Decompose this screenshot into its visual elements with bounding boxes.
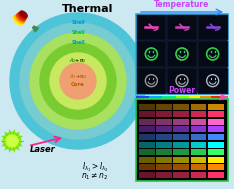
Ellipse shape [12, 16, 24, 26]
FancyBboxPatch shape [191, 149, 206, 155]
FancyBboxPatch shape [156, 172, 172, 178]
FancyBboxPatch shape [156, 164, 172, 170]
FancyBboxPatch shape [208, 157, 223, 163]
FancyBboxPatch shape [198, 68, 227, 94]
Text: $n_1 \neq n_2$: $n_1 \neq n_2$ [81, 172, 109, 182]
FancyBboxPatch shape [198, 41, 227, 67]
FancyBboxPatch shape [191, 119, 206, 125]
FancyBboxPatch shape [167, 15, 197, 40]
FancyBboxPatch shape [139, 119, 155, 125]
FancyBboxPatch shape [167, 68, 197, 94]
Ellipse shape [19, 10, 28, 18]
Ellipse shape [16, 13, 26, 22]
Text: $A_2$+n$_2$: $A_2$+n$_2$ [69, 57, 87, 65]
FancyBboxPatch shape [156, 119, 172, 125]
Text: Shell: Shell [71, 19, 85, 25]
FancyBboxPatch shape [139, 172, 155, 178]
FancyBboxPatch shape [173, 164, 189, 170]
FancyBboxPatch shape [139, 134, 155, 140]
Text: Core: Core [71, 83, 85, 88]
Circle shape [3, 132, 21, 150]
FancyBboxPatch shape [208, 126, 223, 132]
Text: Shell: Shell [71, 40, 85, 46]
FancyBboxPatch shape [139, 149, 155, 155]
FancyBboxPatch shape [191, 126, 206, 132]
FancyBboxPatch shape [173, 149, 189, 155]
FancyBboxPatch shape [173, 134, 189, 140]
Circle shape [60, 63, 96, 99]
Text: Power: Power [168, 86, 196, 95]
FancyBboxPatch shape [139, 111, 155, 117]
Circle shape [20, 23, 136, 139]
Text: Temperature: Temperature [154, 0, 210, 9]
FancyBboxPatch shape [173, 172, 189, 178]
FancyBboxPatch shape [208, 134, 223, 140]
FancyBboxPatch shape [208, 104, 223, 110]
FancyBboxPatch shape [173, 142, 189, 148]
FancyBboxPatch shape [136, 14, 228, 94]
FancyBboxPatch shape [208, 119, 223, 125]
Text: $A_1$+n$_2$: $A_1$+n$_2$ [69, 73, 87, 81]
FancyBboxPatch shape [173, 126, 189, 132]
FancyBboxPatch shape [139, 126, 155, 132]
FancyBboxPatch shape [156, 157, 172, 163]
FancyBboxPatch shape [156, 111, 172, 117]
FancyBboxPatch shape [156, 126, 172, 132]
FancyBboxPatch shape [167, 41, 197, 67]
FancyBboxPatch shape [208, 149, 223, 155]
FancyBboxPatch shape [208, 111, 223, 117]
FancyBboxPatch shape [139, 104, 155, 110]
FancyBboxPatch shape [156, 149, 172, 155]
FancyBboxPatch shape [198, 15, 227, 40]
FancyBboxPatch shape [136, 15, 166, 40]
FancyBboxPatch shape [173, 119, 189, 125]
Circle shape [6, 135, 18, 147]
FancyBboxPatch shape [136, 68, 166, 94]
FancyBboxPatch shape [156, 134, 172, 140]
Circle shape [30, 33, 126, 129]
Text: Thermal: Thermal [62, 4, 114, 14]
Text: Laser: Laser [30, 145, 56, 153]
Circle shape [50, 53, 106, 109]
Circle shape [10, 13, 146, 149]
FancyBboxPatch shape [191, 164, 206, 170]
Text: $I_{\lambda_1} > I_{\lambda_2}$: $I_{\lambda_1} > I_{\lambda_2}$ [81, 160, 109, 174]
FancyBboxPatch shape [191, 111, 206, 117]
FancyBboxPatch shape [191, 134, 206, 140]
FancyBboxPatch shape [191, 104, 206, 110]
FancyBboxPatch shape [208, 164, 223, 170]
Ellipse shape [14, 15, 25, 24]
Text: Shell: Shell [71, 30, 85, 36]
FancyBboxPatch shape [173, 157, 189, 163]
FancyBboxPatch shape [156, 142, 172, 148]
FancyBboxPatch shape [208, 142, 223, 148]
FancyBboxPatch shape [139, 157, 155, 163]
FancyBboxPatch shape [191, 142, 206, 148]
Circle shape [40, 43, 116, 119]
FancyBboxPatch shape [139, 164, 155, 170]
FancyBboxPatch shape [156, 104, 172, 110]
FancyBboxPatch shape [191, 172, 206, 178]
FancyBboxPatch shape [191, 157, 206, 163]
FancyBboxPatch shape [208, 172, 223, 178]
FancyBboxPatch shape [136, 41, 166, 67]
FancyBboxPatch shape [136, 99, 228, 181]
FancyBboxPatch shape [173, 111, 189, 117]
Ellipse shape [18, 12, 27, 20]
FancyBboxPatch shape [173, 104, 189, 110]
FancyBboxPatch shape [139, 142, 155, 148]
